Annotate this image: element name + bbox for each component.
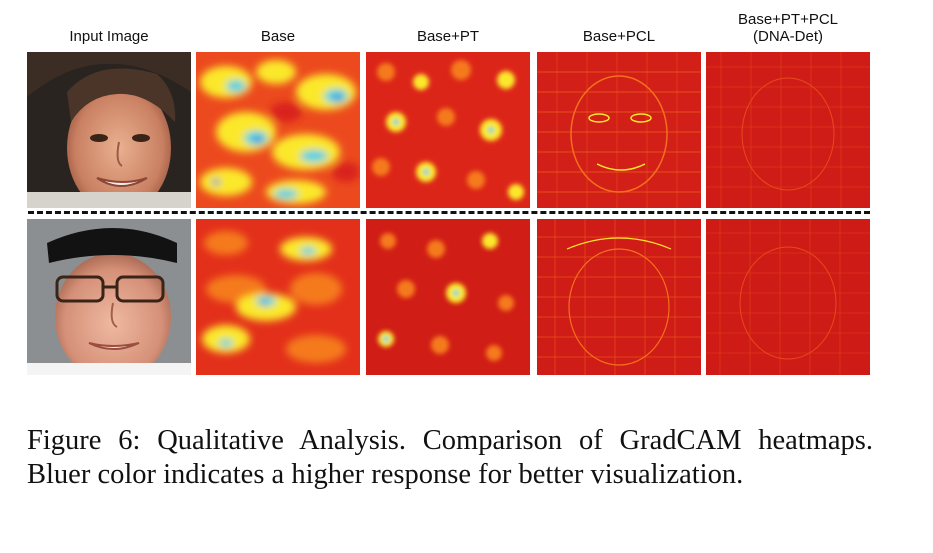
input-face-photo-row2 xyxy=(27,219,191,375)
column-header-base-pt-pcl: Base+PT+PCL (DNA-Det) xyxy=(706,11,870,45)
column-header-input: Input Image xyxy=(27,28,191,45)
heatmap-base-row2 xyxy=(196,219,360,375)
heatmap-base-pcl-row1 xyxy=(537,52,701,208)
column-header-label: Base+PCL xyxy=(582,28,656,45)
column-header-label: Input Image xyxy=(69,28,149,45)
heatmap-base-pt-row2 xyxy=(366,219,530,375)
heatmap-base-pt-pcl-row1 xyxy=(706,52,870,208)
heatmap-base-pt-row1 xyxy=(366,52,530,208)
input-face-photo-row1 xyxy=(27,52,191,208)
figure-caption: Figure 6: Qualitative Analysis. Comparis… xyxy=(27,425,873,490)
column-header-base-pt: Base+PT xyxy=(366,28,530,45)
row-divider-dashed xyxy=(28,211,870,214)
column-header-label: Base xyxy=(260,28,296,45)
heatmap-base-pt-pcl-row2 xyxy=(706,219,870,375)
heatmap-base-row1 xyxy=(196,52,360,208)
heatmap-base-pcl-row2 xyxy=(537,219,701,375)
column-header-base-pcl: Base+PCL xyxy=(537,28,701,45)
column-header-base: Base xyxy=(196,28,360,45)
column-header-label: Base+PT xyxy=(416,28,480,45)
column-header-label: Base+PT+PCL xyxy=(737,11,839,28)
column-header-sublabel: (DNA-Det) xyxy=(753,28,823,45)
